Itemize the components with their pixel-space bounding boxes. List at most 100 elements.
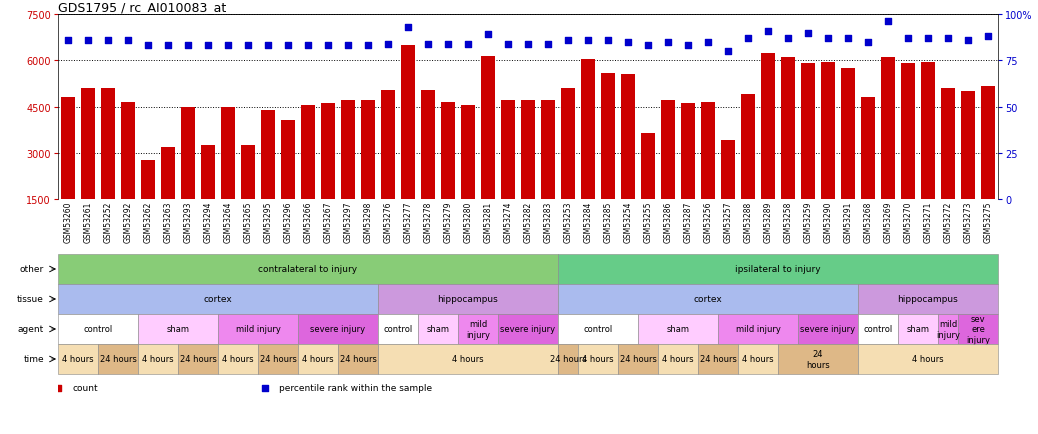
Text: contralateral to injury: contralateral to injury	[258, 265, 357, 274]
Point	[480, 32, 496, 39]
Text: GDS1795 / rc_AI010083_at: GDS1795 / rc_AI010083_at	[58, 1, 226, 14]
Text: mild injury: mild injury	[236, 325, 280, 334]
Text: 4 hours: 4 hours	[62, 355, 93, 364]
Point	[380, 41, 397, 48]
Point	[680, 43, 696, 50]
Bar	[801, 64, 815, 246]
Bar	[261, 110, 275, 246]
Text: 4 hours: 4 hours	[662, 355, 693, 364]
Bar	[281, 121, 295, 246]
Bar	[718, 314, 798, 344]
Bar	[58, 254, 558, 284]
Point	[559, 37, 576, 44]
Bar	[941, 89, 955, 246]
Bar	[858, 314, 898, 344]
Bar	[501, 101, 515, 246]
Bar	[141, 161, 155, 246]
Text: sham: sham	[427, 325, 449, 334]
Point	[540, 41, 556, 48]
Point	[100, 37, 116, 44]
Text: 4 hours: 4 hours	[742, 355, 773, 364]
Text: hippocampus: hippocampus	[438, 295, 498, 304]
Point	[360, 43, 377, 50]
Text: severe injury: severe injury	[500, 325, 555, 334]
Bar	[298, 314, 378, 344]
Bar	[258, 344, 298, 374]
Bar	[541, 101, 555, 246]
Point	[840, 36, 856, 43]
Text: agent: agent	[18, 325, 44, 334]
Text: control: control	[864, 325, 893, 334]
Bar	[821, 62, 835, 246]
Bar	[161, 147, 175, 246]
Point	[220, 43, 237, 50]
Bar	[721, 141, 735, 246]
Point	[419, 41, 436, 48]
Bar	[298, 344, 338, 374]
Point	[700, 39, 716, 46]
Bar	[641, 133, 655, 246]
Bar	[381, 90, 395, 246]
Bar	[138, 344, 177, 374]
Bar	[58, 314, 138, 344]
Text: sham: sham	[666, 325, 689, 334]
Point	[199, 43, 216, 50]
Point	[820, 36, 837, 43]
Point	[620, 39, 636, 46]
Point	[80, 37, 97, 44]
Text: count: count	[72, 384, 98, 393]
Point	[520, 41, 537, 48]
Bar	[361, 101, 375, 246]
Text: cortex: cortex	[203, 295, 233, 304]
Bar	[561, 89, 575, 246]
Text: 24 hours: 24 hours	[700, 355, 736, 364]
Bar	[601, 73, 614, 246]
Text: 24
hours: 24 hours	[807, 349, 829, 369]
Bar	[861, 98, 875, 246]
Bar	[218, 314, 298, 344]
Text: mild
injury: mild injury	[936, 319, 960, 339]
Bar	[221, 107, 235, 246]
Bar	[201, 146, 215, 246]
Bar	[578, 344, 618, 374]
Bar	[401, 46, 415, 246]
Bar	[558, 284, 858, 314]
Text: control: control	[383, 325, 413, 334]
Bar	[898, 314, 938, 344]
Text: hippocampus: hippocampus	[898, 295, 958, 304]
Text: tissue: tissue	[17, 295, 44, 304]
Text: 4 hours: 4 hours	[302, 355, 334, 364]
Text: severe injury: severe injury	[800, 325, 855, 334]
Point	[256, 385, 273, 391]
Text: 24 hours: 24 hours	[180, 355, 217, 364]
Bar	[81, 89, 95, 246]
Text: 4 hours: 4 hours	[912, 355, 944, 364]
Bar	[741, 95, 755, 246]
Text: 4 hours: 4 hours	[142, 355, 173, 364]
Bar	[701, 102, 715, 246]
Point	[780, 36, 796, 43]
Point	[920, 36, 936, 43]
Text: severe injury: severe injury	[310, 325, 365, 334]
Text: control: control	[583, 325, 612, 334]
Point	[719, 49, 736, 56]
Bar	[698, 344, 738, 374]
Bar	[421, 90, 435, 246]
Point	[639, 43, 656, 50]
Point	[240, 43, 256, 50]
Text: sham: sham	[906, 325, 929, 334]
Bar	[938, 314, 958, 344]
Bar	[101, 89, 115, 246]
Text: time: time	[24, 355, 44, 364]
Point	[939, 36, 956, 43]
Text: sham: sham	[166, 325, 190, 334]
Text: 24 hours: 24 hours	[260, 355, 297, 364]
Text: other: other	[20, 265, 44, 274]
Bar	[241, 146, 255, 246]
Point	[279, 43, 296, 50]
Bar	[961, 92, 975, 246]
Text: 4 hours: 4 hours	[453, 355, 484, 364]
Bar	[921, 62, 935, 246]
Bar	[98, 344, 138, 374]
Point	[339, 43, 356, 50]
